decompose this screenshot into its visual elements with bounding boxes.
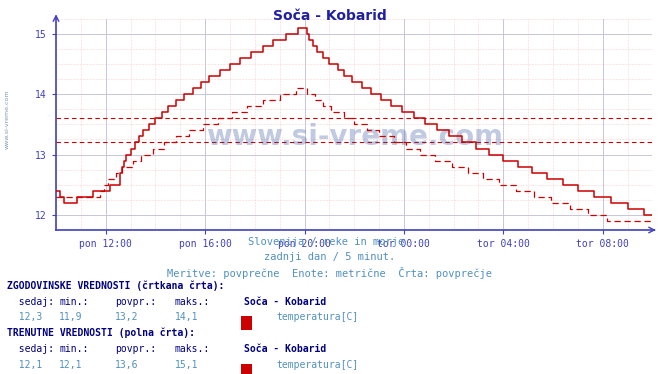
Text: temperatura[C]: temperatura[C] [277,312,359,322]
Text: ZGODOVINSKE VREDNOSTI (črtkana črta):: ZGODOVINSKE VREDNOSTI (črtkana črta): [7,280,224,291]
Text: maks.:: maks.: [175,344,210,354]
Text: 14,1: 14,1 [175,312,198,322]
Text: Soča - Kobarid: Soča - Kobarid [273,9,386,23]
Text: min.:: min.: [59,344,89,354]
Text: povpr.:: povpr.: [115,344,156,354]
Text: Soča - Kobarid: Soča - Kobarid [244,297,326,307]
Text: 12,1: 12,1 [7,360,42,370]
Text: povpr.:: povpr.: [115,297,156,307]
Text: sedaj:: sedaj: [7,344,53,354]
Text: zadnji dan / 5 minut.: zadnji dan / 5 minut. [264,252,395,263]
Text: 13,2: 13,2 [115,312,139,322]
Text: www.si-vreme.com: www.si-vreme.com [5,90,10,150]
Text: TRENUTNE VREDNOSTI (polna črta):: TRENUTNE VREDNOSTI (polna črta): [7,327,194,338]
Text: 15,1: 15,1 [175,360,198,370]
Text: sedaj:: sedaj: [7,297,53,307]
Text: 12,1: 12,1 [59,360,83,370]
Text: 12,3: 12,3 [7,312,42,322]
Text: min.:: min.: [59,297,89,307]
Text: Slovenija / reke in morje.: Slovenija / reke in morje. [248,237,411,248]
Text: maks.:: maks.: [175,297,210,307]
Text: temperatura[C]: temperatura[C] [277,360,359,370]
Text: 13,6: 13,6 [115,360,139,370]
Text: www.si-vreme.com: www.si-vreme.com [206,123,503,151]
Text: Meritve: povprečne  Enote: metrične  Črta: povprečje: Meritve: povprečne Enote: metrične Črta:… [167,267,492,279]
Text: 11,9: 11,9 [59,312,83,322]
Text: Soča - Kobarid: Soča - Kobarid [244,344,326,354]
